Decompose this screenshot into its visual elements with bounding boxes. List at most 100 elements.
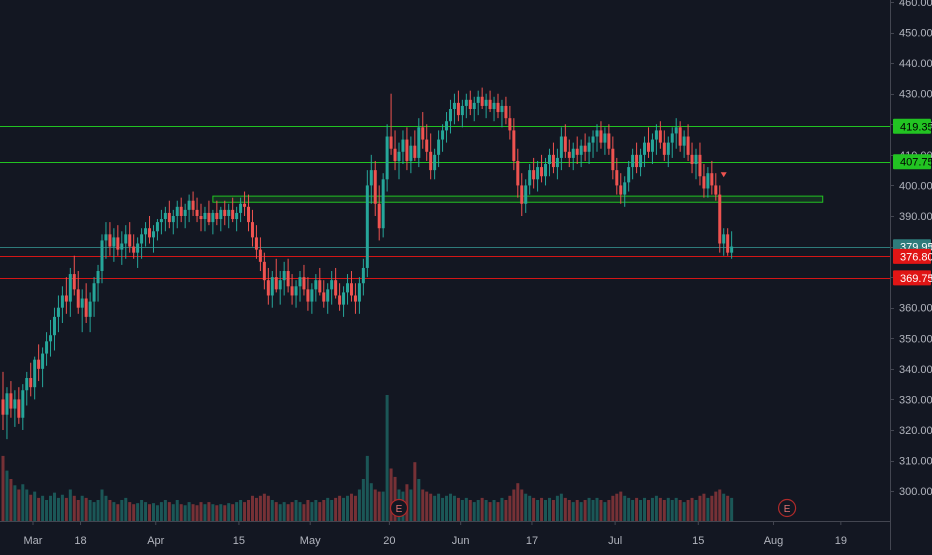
volume-bar — [460, 500, 464, 521]
earnings-marker[interactable]: E — [777, 498, 797, 518]
candle — [274, 258, 278, 293]
signal-arrow-icon — [720, 172, 727, 178]
candle-body — [433, 154, 437, 171]
price-badge-label: 376.80 — [900, 251, 932, 263]
volume-bar — [76, 500, 80, 521]
candle — [405, 127, 409, 171]
candle-body — [215, 212, 219, 220]
candle-body — [456, 102, 460, 116]
candle — [385, 124, 389, 192]
price-badge[interactable]: 376.80 — [893, 248, 932, 264]
candle — [306, 277, 310, 311]
candle — [334, 267, 338, 299]
volume-bar — [219, 504, 223, 521]
candle-body — [555, 157, 559, 168]
candle-body — [658, 130, 662, 143]
volume-bar — [730, 497, 734, 521]
candle — [603, 127, 607, 155]
price-axis-label: 320.00 — [899, 425, 932, 437]
volume-bar — [29, 494, 33, 521]
candle-body — [68, 274, 72, 302]
candle — [342, 286, 346, 317]
volume-bar — [710, 495, 714, 521]
candle — [353, 283, 357, 314]
volume-bar — [441, 497, 445, 521]
time-axis[interactable]: Mar 18 Apr 15 May 20 Jun 17 Jul 15 Aug 19 — [24, 521, 847, 547]
time-axis-label: Jun — [452, 535, 470, 547]
candle-body — [627, 167, 631, 183]
candle-body — [5, 393, 9, 415]
candle — [286, 258, 290, 293]
candle-body — [496, 102, 500, 113]
candle — [452, 93, 456, 125]
candle — [623, 176, 627, 207]
candle — [294, 280, 298, 308]
candle — [417, 118, 421, 168]
volume-bar — [5, 470, 9, 521]
candle-body — [365, 185, 369, 268]
candle — [239, 197, 243, 223]
candle — [536, 160, 540, 192]
candle-body — [619, 185, 623, 195]
price-badge[interactable]: 419.35 — [893, 118, 932, 134]
candle-body — [163, 212, 167, 220]
candle-body — [409, 145, 413, 161]
candle-body — [33, 359, 37, 388]
candle-body — [342, 292, 346, 305]
volume-bar — [480, 497, 484, 521]
candle-body — [381, 179, 385, 229]
volume-bar — [544, 500, 548, 521]
volume-bar — [579, 502, 583, 521]
volume-bar — [60, 494, 64, 521]
candle-body — [21, 390, 25, 418]
candle-body — [686, 136, 690, 155]
candle — [500, 99, 504, 128]
candle — [373, 160, 377, 216]
candle-body — [29, 378, 33, 388]
time-axis-label: 18 — [74, 535, 86, 547]
candle — [441, 124, 445, 152]
price-badge-label: 369.75 — [900, 273, 932, 285]
volume-bar — [678, 500, 682, 521]
candle-body — [702, 176, 706, 189]
candle — [389, 93, 393, 155]
candle-body — [266, 280, 270, 296]
candle — [397, 142, 401, 180]
candle — [682, 130, 686, 158]
volume-bar — [452, 495, 456, 521]
volume-bar — [294, 500, 298, 521]
volume-bar — [151, 503, 155, 521]
candle-body — [25, 378, 29, 391]
volume-bar — [714, 491, 718, 521]
volume-bar — [547, 497, 551, 521]
volume-bar — [433, 495, 437, 521]
candle-body — [385, 136, 389, 180]
candles-layer — [1, 87, 734, 440]
candle — [710, 160, 714, 195]
candle — [591, 130, 595, 158]
candle-body — [488, 99, 492, 109]
candle — [278, 271, 282, 305]
candle — [247, 194, 251, 232]
candle-body — [650, 139, 654, 152]
candle-body — [187, 200, 191, 210]
candle — [314, 274, 318, 302]
price-badge[interactable]: 407.75 — [893, 154, 932, 170]
earnings-marker[interactable]: E — [389, 498, 409, 518]
candle — [567, 139, 571, 168]
candle — [611, 136, 615, 180]
candle — [456, 90, 460, 122]
candle — [56, 295, 60, 333]
volume-bar — [108, 500, 112, 521]
price-axis-label: 390.00 — [899, 211, 932, 223]
time-axis-label: Aug — [764, 535, 784, 547]
price-axis-label: 460.00 — [899, 0, 932, 9]
candle — [658, 121, 662, 149]
volume-bar — [413, 462, 417, 521]
candle-body — [678, 127, 682, 146]
price-badge[interactable]: 369.75 — [893, 270, 932, 286]
candle-body — [472, 102, 476, 109]
candle-body — [417, 127, 421, 158]
